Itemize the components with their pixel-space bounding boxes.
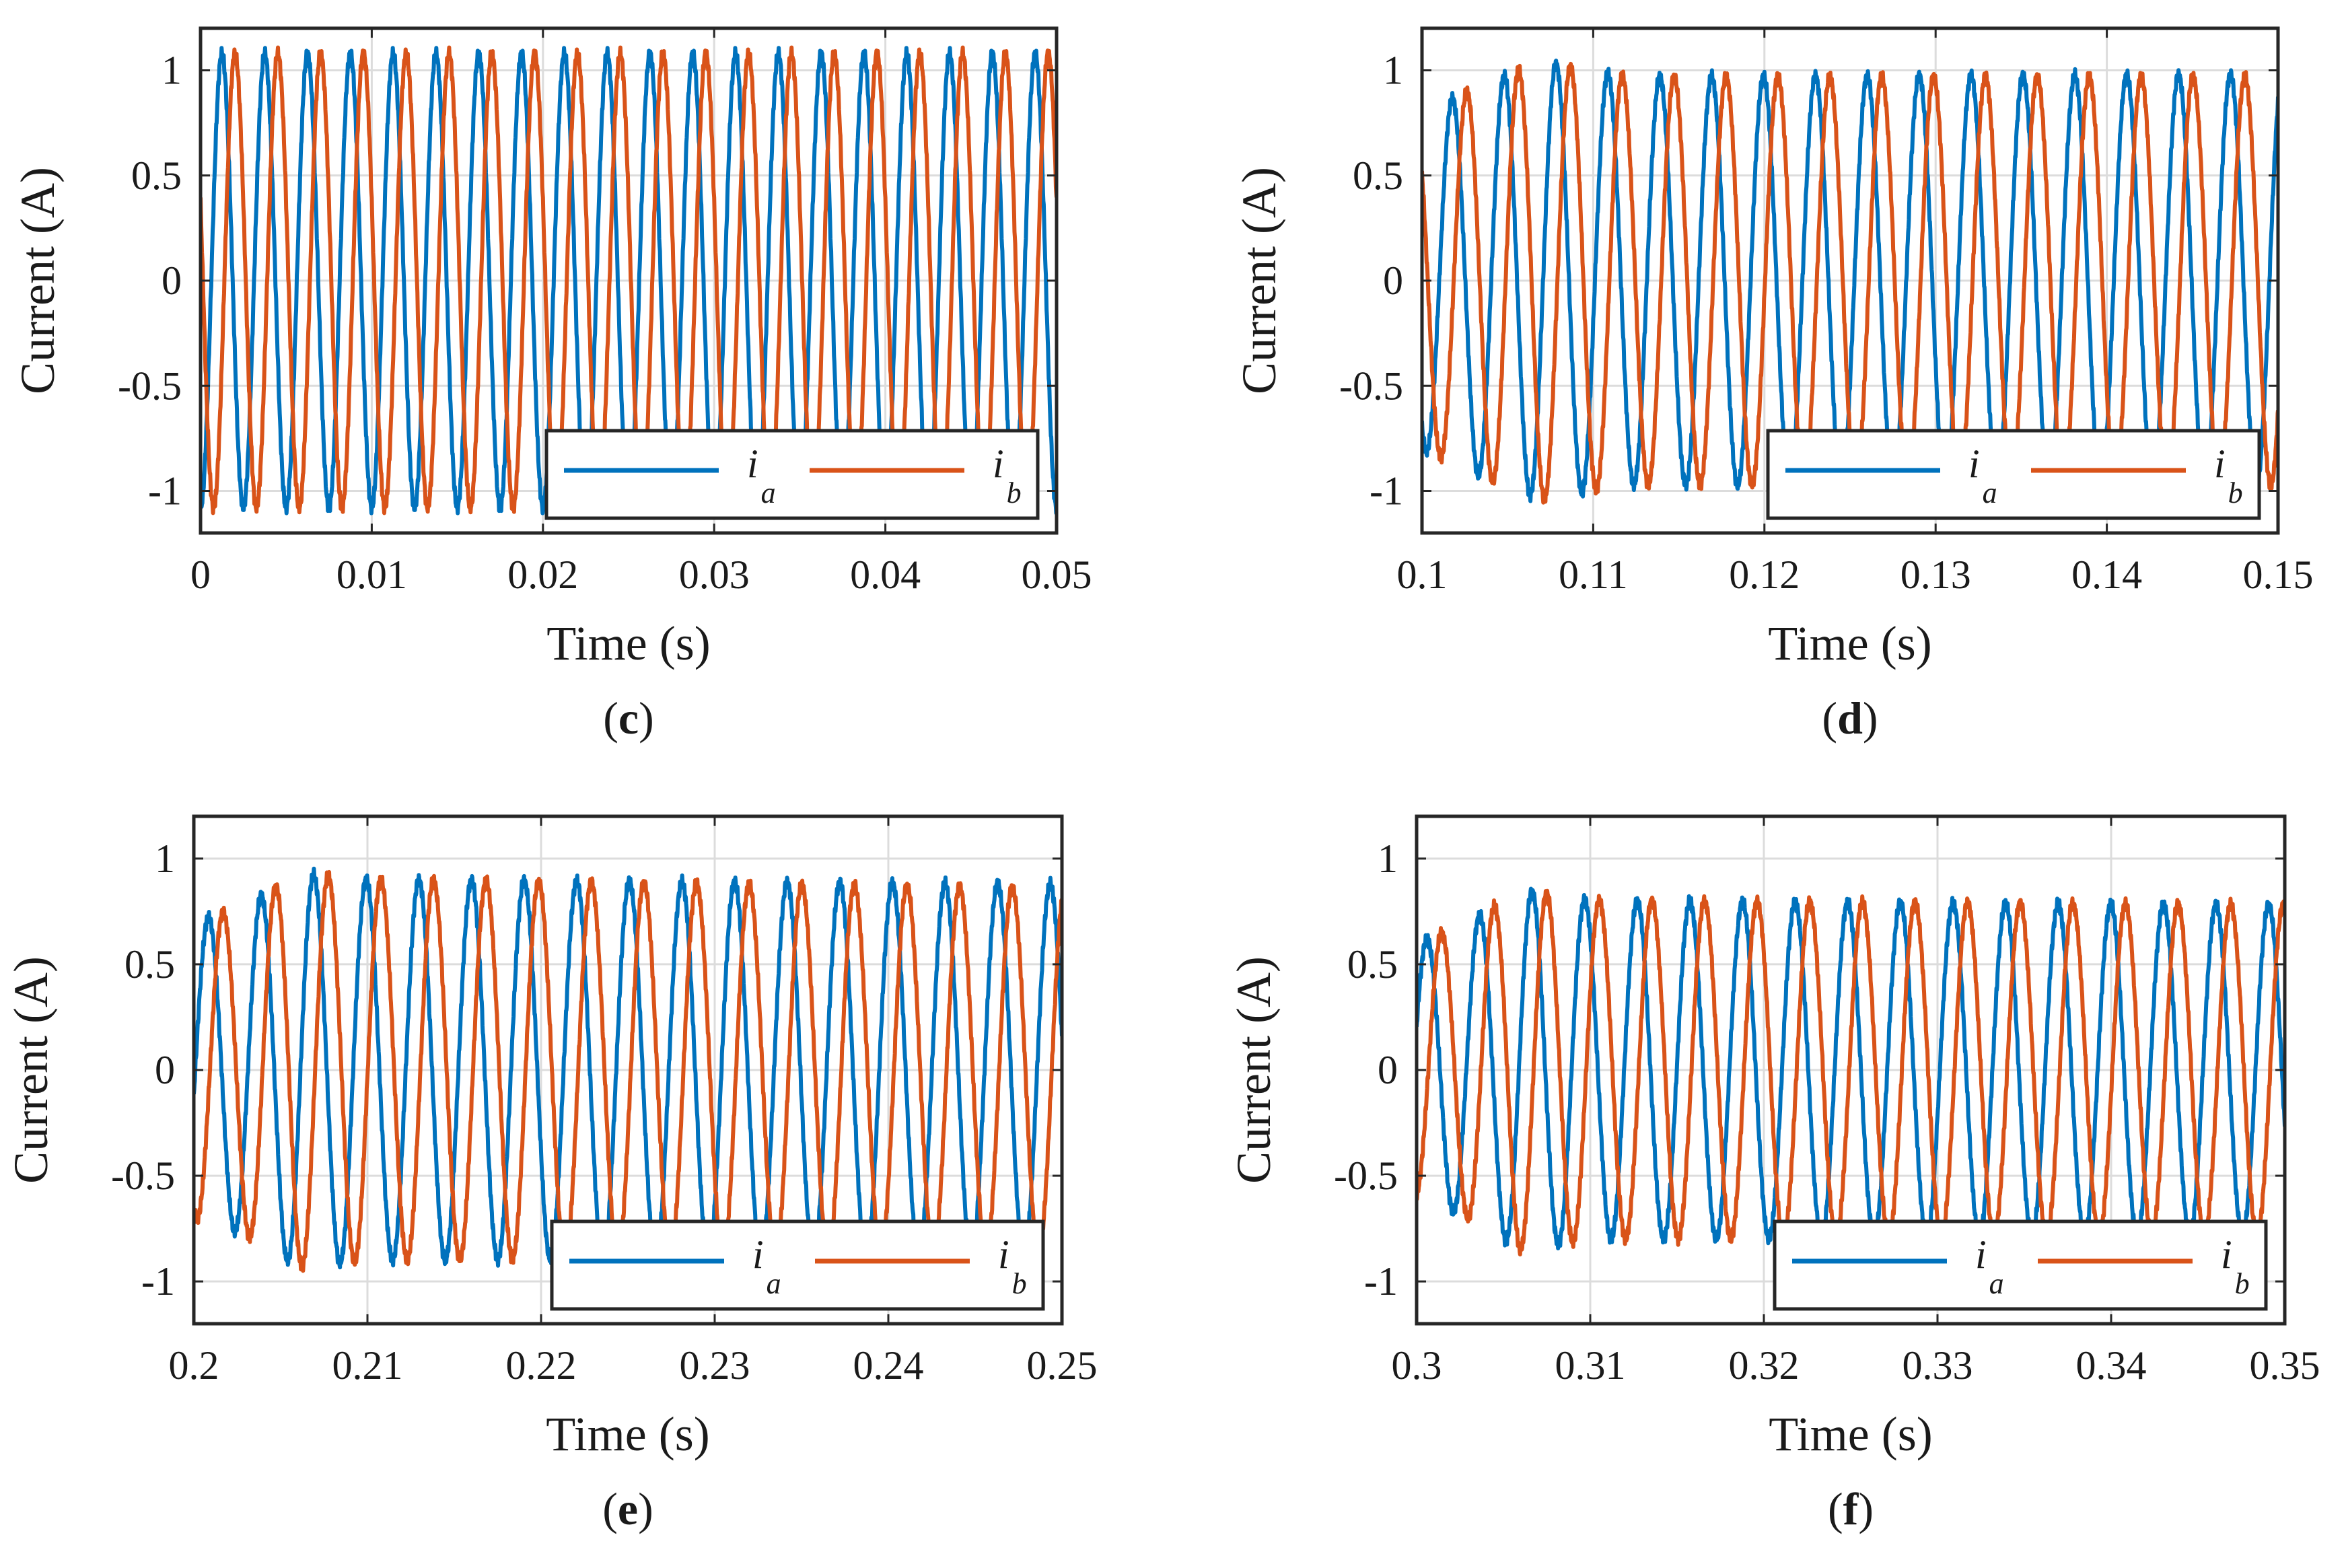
y-tick-label: -0.5 (111, 1153, 175, 1198)
x-tick-label: 0.01 (336, 553, 407, 597)
y-tick-label: -1 (1364, 1259, 1398, 1304)
y-tick-label: 1 (155, 836, 175, 881)
x-tick-label: 0.35 (2250, 1343, 2320, 1388)
y-tick-label: 0.5 (1347, 942, 1398, 987)
x-tick-label: 0.03 (679, 553, 750, 597)
y-tick-label: -1 (141, 1259, 175, 1304)
x-axis-label: Time (s) (546, 1407, 709, 1461)
y-tick-label: 0 (1383, 258, 1403, 303)
x-tick-label: 0.15 (2243, 553, 2314, 597)
x-axis-label: Time (s) (1768, 616, 1931, 670)
y-axis-label: Current (A) (1232, 167, 1286, 394)
x-tick-label: 0.04 (850, 553, 921, 597)
y-tick-label: 0.5 (131, 153, 182, 198)
y-tick-label: 1 (1383, 48, 1403, 93)
x-tick-label: 0.25 (1027, 1343, 1098, 1388)
x-tick-label: 0.14 (2071, 553, 2142, 597)
chart-panel-e: 0.2 0.21 0.22 0.23 0.24 0.25 1 0.5 0 -0.5 -1 Time (… (4, 814, 1098, 1534)
y-tick-label: -0.5 (118, 363, 182, 408)
x-tick-label: 0.21 (332, 1343, 403, 1388)
y-axis-label: Current (A) (4, 956, 58, 1184)
legend-box (1773, 1219, 2268, 1311)
y-tick-label: -1 (1370, 469, 1403, 513)
y-tick-label: 1 (162, 48, 182, 93)
y-tick-label: 0 (1378, 1048, 1398, 1092)
x-tick-label: 0.3 (1392, 1343, 1442, 1388)
y-tick-label: -0.5 (1339, 363, 1403, 408)
y-tick-label: 0 (155, 1048, 175, 1092)
x-axis-label: Time (s) (546, 616, 710, 670)
x-axis-label: Time (s) (1769, 1407, 1932, 1461)
x-tick-label: 0.24 (853, 1343, 924, 1388)
y-tick-label: 1 (1378, 836, 1398, 881)
y-tick-label: 0 (162, 258, 182, 303)
x-tick-label: 0.1 (1397, 553, 1448, 597)
panel-caption: (d) (1822, 692, 1878, 744)
y-tick-label: -1 (148, 469, 182, 513)
chart-panel-d: 0.1 0.11 0.12 0.13 0.14 0.15 1 0.5 0 -0.5 -1 Time (… (1232, 26, 2314, 744)
panel-caption: (e) (602, 1483, 653, 1534)
x-tick-label: 0.33 (1903, 1343, 1973, 1388)
x-tick-label: 0.31 (1555, 1343, 1626, 1388)
y-axis-label: Current (A) (1227, 956, 1281, 1184)
x-tick-label: 0.23 (680, 1343, 750, 1388)
y-tick-label: -0.5 (1334, 1153, 1398, 1198)
panel-caption: (f) (1828, 1483, 1874, 1534)
x-tick-label: 0.34 (2076, 1343, 2147, 1388)
x-tick-label: 0.11 (1559, 553, 1628, 597)
x-tick-label: 0.02 (507, 553, 578, 597)
y-tick-label: 0.5 (1353, 153, 1403, 198)
series-line-ib (194, 869, 1062, 1273)
x-tick-label: 0 (190, 553, 211, 597)
panel-caption: (c) (603, 692, 654, 744)
legend-box (544, 429, 1040, 520)
series-line-ia (1422, 59, 2278, 503)
y-axis-label: Current (A) (11, 167, 65, 394)
legend-box (550, 1219, 1045, 1311)
series-line-ib (201, 45, 1057, 515)
x-tick-label: 0.12 (1729, 553, 1800, 597)
series-line-ib (1417, 888, 2285, 1257)
x-tick-label: 0.22 (506, 1343, 577, 1388)
legend-box (1766, 429, 2261, 520)
x-tick-label: 0.13 (1900, 553, 1971, 597)
x-tick-label: 0.05 (1022, 553, 1092, 597)
chart-panel-c: 0 0.01 0.02 0.03 0.04 0.05 1 0.5 0 -0.5 -1 Time (s)… (11, 26, 1092, 744)
y-tick-label: 0.5 (125, 942, 175, 987)
chart-panel-f: 0.3 0.31 0.32 0.33 0.34 0.35 1 0.5 0 -0.5 -1 Time (… (1227, 814, 2320, 1534)
x-tick-label: 0.32 (1729, 1343, 1800, 1388)
x-tick-label: 0.2 (169, 1343, 219, 1388)
